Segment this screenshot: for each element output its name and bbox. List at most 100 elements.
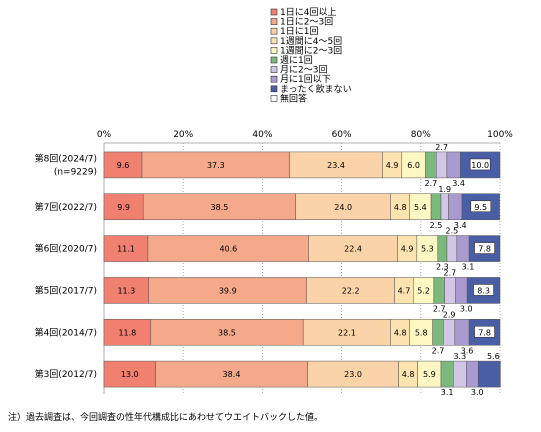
bar-segment: [454, 319, 470, 346]
data-label: 11.8: [118, 328, 136, 337]
bar-segment: [446, 235, 458, 262]
data-label: 5.9: [423, 370, 436, 379]
data-label-outside: 3.4: [454, 221, 467, 230]
x-tick-label: 100%: [487, 130, 513, 140]
bar-segment: [103, 151, 143, 179]
data-label-box: [474, 242, 495, 254]
bar-segment: [103, 360, 156, 388]
data-label: 7.8: [478, 245, 491, 254]
bar-segment: [141, 151, 290, 179]
data-label-outside: 2.5: [430, 221, 443, 230]
category-label: 第8回(2024/7): [35, 152, 97, 164]
bar-segment: [455, 277, 468, 304]
bar-segment: [103, 193, 144, 220]
data-label: 4.9: [386, 161, 399, 170]
legend-swatch: [270, 37, 278, 45]
x-axis-ticks: 0% 20% 40% 60% 80% 100%: [97, 130, 513, 140]
data-label-outside: 3.1: [441, 388, 454, 397]
bar-segment: [148, 277, 308, 304]
data-label: 22.2: [342, 286, 360, 295]
bar-segment: [456, 235, 470, 262]
bar-segment: [307, 360, 399, 388]
bar-segment: [437, 235, 448, 262]
data-label: 8.3: [477, 286, 490, 295]
data-label-outside: 2.3: [436, 263, 449, 272]
legend-label: 1日に1回: [280, 26, 318, 37]
x-tick-label: 80%: [411, 130, 431, 140]
bar-segment: [308, 235, 398, 262]
data-label: 23.4: [327, 161, 345, 170]
legend-swatch: [270, 18, 278, 25]
data-label: 13.0: [121, 370, 139, 379]
data-label: 4.9: [401, 245, 414, 254]
bar-segment: [433, 277, 445, 304]
data-label-box: [469, 158, 491, 171]
data-label: 4.8: [402, 370, 415, 379]
x-tick-label: 20%: [173, 130, 193, 140]
data-label: 4.8: [394, 328, 407, 337]
data-label-box: [470, 200, 492, 213]
data-label: 5.4: [414, 203, 427, 212]
y-axis-categories: 第8回(2024/7) (n=9229) 第7回(2022/7) 第6回(2020/7…: [35, 152, 97, 380]
legend-swatch: [270, 95, 278, 102]
x-tick-label: 0%: [97, 130, 112, 140]
category-label: 第6回(2020/7): [35, 243, 97, 255]
data-label: 40.6: [219, 245, 237, 254]
legend-label: 無回答: [280, 92, 307, 104]
data-label: 9.5: [474, 203, 487, 212]
data-label-outside: 5.6: [487, 352, 500, 361]
data-label-outside: 2.7: [444, 268, 457, 277]
legend-label: 1週間に4～5回: [280, 36, 342, 47]
data-label: 38.5: [211, 203, 229, 212]
data-label-outside: 2.7: [433, 304, 446, 313]
bar-segment: [150, 319, 304, 346]
data-label-outside: 2.7: [432, 346, 445, 355]
bar-segment: [155, 360, 308, 388]
x-axis-gridlines: [103, 142, 501, 394]
data-label: 10.0: [471, 161, 489, 170]
data-label: 4.8: [394, 203, 407, 212]
data-label-box: [474, 325, 495, 338]
bar-segment: [142, 193, 296, 220]
data-label: 11.1: [117, 245, 135, 254]
category-label: 第3回(2012/7): [35, 368, 97, 380]
data-label: 24.0: [334, 203, 352, 212]
legend-swatch: [270, 56, 278, 64]
legend-swatch: [270, 66, 278, 73]
data-label: 9.9: [117, 203, 130, 212]
legend-swatch: [270, 47, 278, 54]
data-label: 6.0: [407, 161, 420, 170]
data-label-outside: 3.0: [460, 304, 473, 313]
data-label-box: [473, 284, 494, 296]
bar-segment: [448, 193, 463, 220]
legend-swatch: [270, 85, 278, 93]
bar-segment: [147, 235, 309, 262]
data-label: 11.3: [117, 286, 135, 295]
category-label: 第7回(2022/7): [35, 201, 97, 213]
bar-segment: [446, 151, 461, 179]
data-label-outside: 3.0: [471, 388, 484, 397]
legend-label: まったく飲まない: [280, 83, 352, 95]
data-label-outside: 3.4: [452, 179, 465, 188]
footnote: 注）過去調査は、今回調査の性年代構成比にあわせてウエイトバックした値。: [8, 411, 323, 423]
data-label: 38.5: [218, 328, 236, 337]
bar-segment: [435, 151, 448, 179]
bar-segment: [103, 277, 149, 304]
data-label: 38.4: [223, 370, 241, 379]
legend-label: 1日に2～3回: [280, 17, 333, 28]
legend-swatch: [270, 8, 278, 16]
data-label: 5.3: [421, 245, 434, 254]
bars: [103, 151, 501, 388]
data-label: 22.1: [338, 328, 356, 337]
data-label-outside: 3.6: [461, 346, 474, 355]
bar-segment: [103, 319, 151, 346]
bar-segment: [425, 151, 437, 179]
bar-segment: [443, 319, 456, 346]
data-label: 5.2: [417, 286, 430, 295]
data-label: 39.9: [219, 286, 237, 295]
category-label: (n=9229): [54, 167, 97, 177]
legend-label: 週に1回: [280, 55, 313, 66]
legend-label: 1週間に2～3回: [280, 45, 342, 56]
data-label-outside: 2.9: [443, 310, 456, 319]
